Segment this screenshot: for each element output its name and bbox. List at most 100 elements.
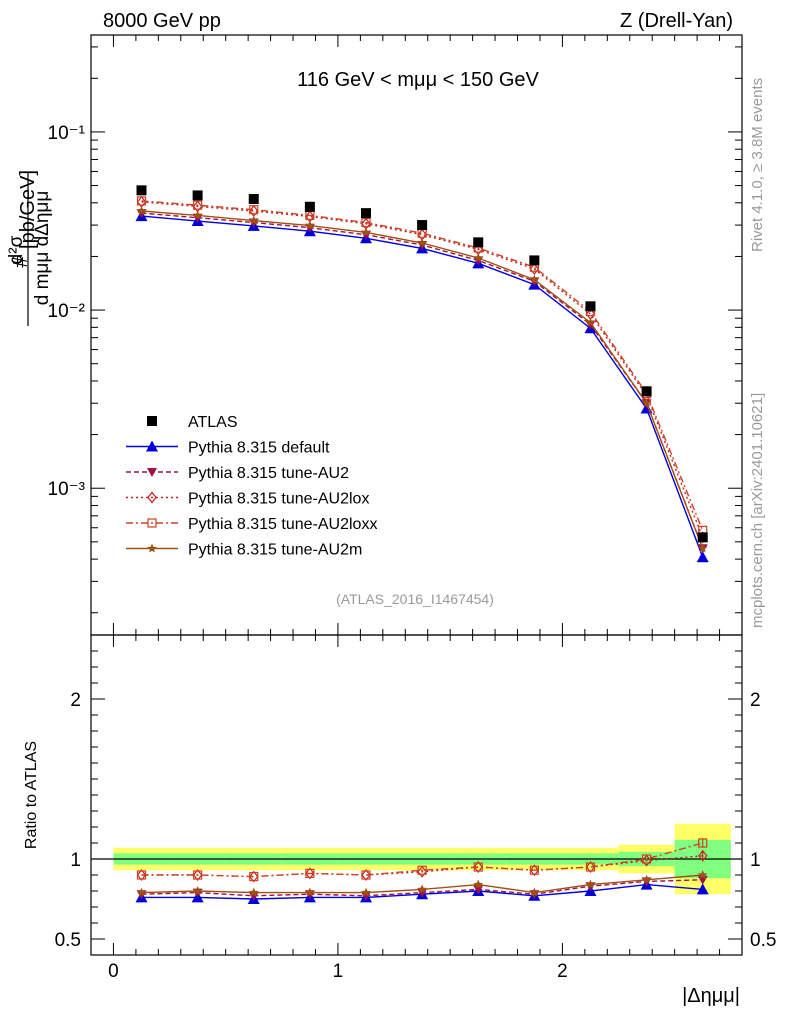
series-point	[641, 398, 652, 408]
ratio-point	[417, 865, 427, 878]
ratio-point	[193, 870, 203, 880]
ratio-panel: 0.5 0.5 1 1 2 2	[55, 634, 776, 956]
ratio-point	[585, 862, 596, 872]
ratio-point	[529, 887, 540, 897]
ratio-point	[641, 854, 652, 867]
ratio-point	[305, 868, 315, 879]
y-tick-label: 10⁻²	[48, 301, 86, 322]
ratio-point	[417, 865, 427, 875]
series-point	[249, 205, 259, 215]
ratio-point	[305, 887, 315, 897]
ratio-point	[585, 861, 596, 873]
ratio-point	[361, 887, 371, 897]
ratio-point	[361, 869, 371, 881]
y-label-hash: #	[10, 256, 32, 268]
series-point	[136, 196, 147, 206]
rivet-label: Rivet 4.1.0, ≥ 3.8M events	[749, 78, 766, 252]
atlas-data-point	[192, 190, 203, 201]
x-tick-label: 0	[108, 961, 119, 982]
ratio-point	[249, 887, 259, 897]
legend-label: Pythia 8.315 default	[188, 440, 330, 457]
legend-marker	[147, 416, 157, 426]
y-tick-label: 10⁻¹	[48, 123, 86, 144]
legend-marker	[147, 468, 157, 477]
ratio-line	[141, 855, 703, 878]
main-y-label-fraction: d²σ d mμμ dΔημμ	[6, 172, 53, 326]
series-line	[141, 201, 704, 538]
series-point	[249, 215, 259, 225]
ratio-frame	[90, 634, 743, 956]
series-point	[361, 227, 371, 237]
series-line	[141, 200, 704, 531]
legend-marker	[147, 491, 157, 504]
atlas-data-point	[304, 201, 315, 212]
ratio-point	[697, 849, 708, 862]
ratio-tick-label-right: 0.5	[750, 930, 776, 951]
ratio-point	[248, 870, 259, 883]
ratio-point	[192, 869, 203, 881]
ratio-tick-label-right: 1	[750, 850, 761, 871]
ratio-point	[360, 891, 371, 901]
ratio-tick-label-right: 2	[750, 690, 761, 711]
legend-label: Pythia 8.315 tune-AU2	[188, 465, 349, 482]
ratio-point	[698, 870, 708, 879]
legend-label: Pythia 8.315 tune-AU2loxx	[188, 516, 377, 533]
main-y-label-hash: #	[10, 256, 32, 268]
atlas-data-point	[417, 220, 428, 231]
y-label-den: d mμμ dΔημμ	[32, 191, 53, 306]
ratio-point	[529, 864, 540, 877]
ratio-point	[136, 869, 147, 881]
series-point	[417, 238, 427, 247]
series-point	[192, 210, 203, 220]
ratio-tick-label-left: 2	[70, 690, 81, 711]
legend-marker	[146, 440, 158, 452]
ratio-tick-label-left: 0.5	[55, 930, 81, 951]
atlas-data-point	[529, 255, 540, 266]
y-label-num: d²σ	[6, 235, 27, 264]
series-point	[473, 253, 483, 263]
mcplots-label: mcplots.cern.ch [arXiv:2401.10621]	[749, 393, 766, 628]
series-point	[193, 200, 203, 210]
legend: ATLAS Pythia 8.315 default Pythia 8.315 tu…	[126, 414, 377, 559]
atlas-data-point	[248, 194, 259, 205]
series-point	[305, 220, 315, 230]
ratio-point	[585, 879, 596, 889]
atlas-data-point	[473, 237, 484, 248]
ratio-point	[361, 870, 371, 880]
series-point	[136, 206, 147, 215]
series-point	[585, 317, 596, 327]
series-point	[361, 217, 371, 228]
ratio-point	[529, 865, 539, 875]
atlas-data-point	[585, 301, 596, 312]
atlas-data-point	[136, 185, 147, 196]
ratio-point	[417, 884, 427, 894]
legend-label: Pythia 8.315 tune-AU2lox	[188, 491, 369, 508]
atlas-data-point	[697, 532, 708, 543]
series-point	[529, 263, 540, 275]
ratio-tick-label-left: 1	[70, 850, 81, 871]
ratio-point	[136, 870, 147, 880]
left-title: 8000 GeV pp	[103, 10, 221, 32]
y-tick-label: 10⁻³	[48, 479, 86, 500]
main-title: 116 GeV < mμμ < 150 GeV	[297, 69, 539, 91]
ratio-point	[305, 867, 315, 880]
series-point	[529, 274, 540, 284]
legend-label: ATLAS	[188, 414, 238, 431]
right-title: Z (Drell-Yan)	[620, 10, 733, 32]
ratio-point	[473, 879, 483, 889]
ratio-point	[417, 888, 428, 898]
atlas-data-point	[641, 386, 652, 397]
x-axis-label: |Δημμ|	[682, 985, 740, 1007]
ratio-point	[473, 861, 484, 873]
ratio-point	[641, 854, 652, 864]
ratio-point	[136, 887, 147, 897]
legend-marker	[147, 543, 157, 553]
atlas-data-point	[360, 208, 371, 219]
ratio-point	[248, 891, 259, 901]
x-tick-label: 2	[557, 961, 568, 982]
ratio-point	[473, 862, 483, 872]
ratio-point	[192, 886, 203, 895]
legend-marker	[147, 518, 157, 528]
analysis-tag: (ATLAS_2016_I1467454)	[336, 591, 494, 607]
